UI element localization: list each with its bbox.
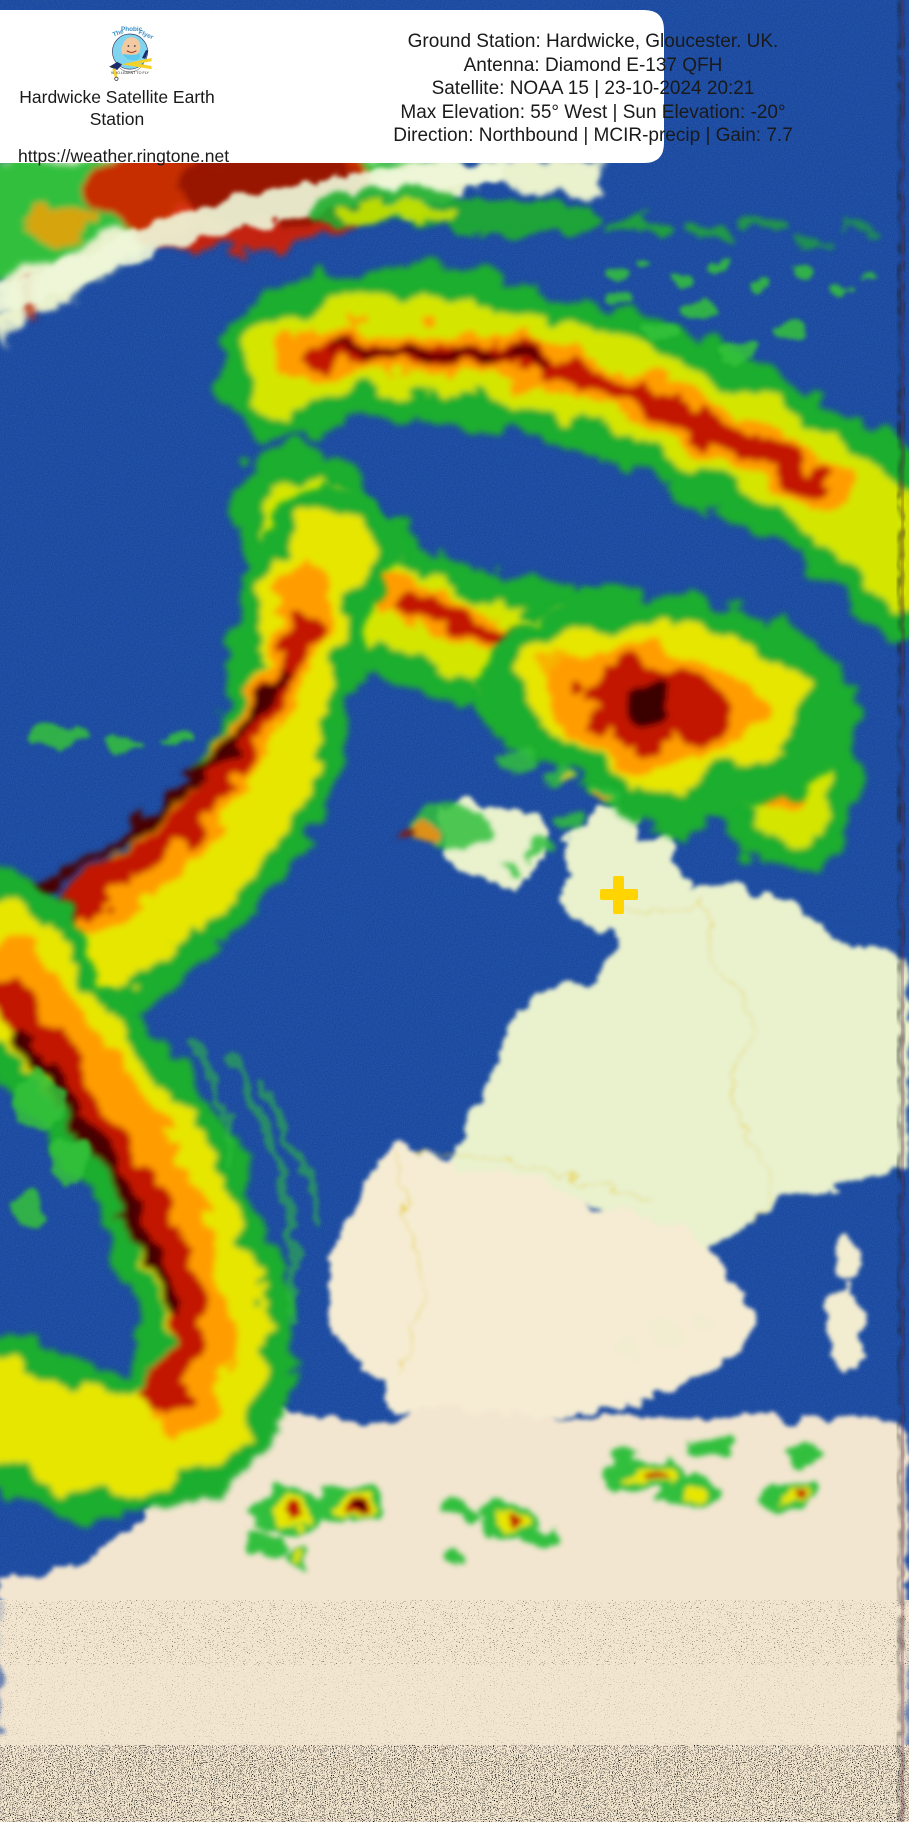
svg-text:WHO LEARNT TO FLY: WHO LEARNT TO FLY <box>111 71 149 75</box>
